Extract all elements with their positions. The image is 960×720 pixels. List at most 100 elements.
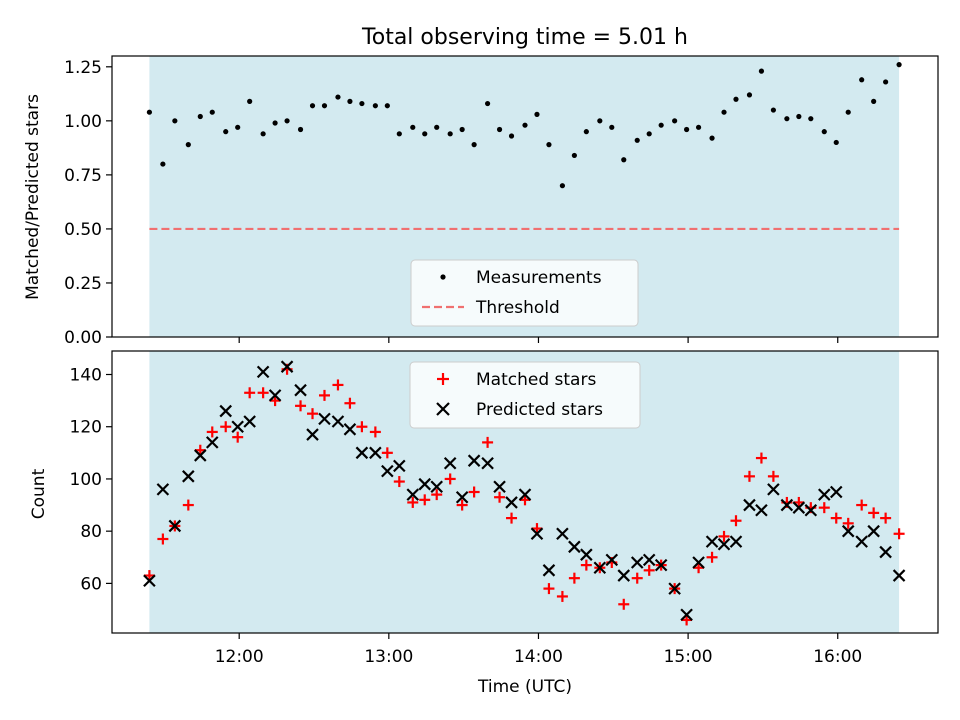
predicted-star-point [182, 470, 195, 483]
matched-star-point [307, 408, 319, 420]
measurement-point [845, 109, 851, 115]
predicted-star-point [804, 503, 818, 517]
predicted-star-point [455, 490, 469, 504]
matched-star-point [718, 530, 730, 542]
measurement-point [522, 122, 528, 128]
measurement-point [372, 103, 378, 109]
predicted-star-point [294, 383, 307, 397]
count-panel: 60 80 100 120 140 12:00 13:00 14:00 15:00 16:00 C… [29, 350, 939, 697]
y-tick-label: 0.50 [64, 220, 102, 240]
y-tick-label: 0.75 [64, 166, 102, 186]
matched-star-point [568, 572, 580, 584]
matched-star-point [381, 447, 393, 459]
measurement-point [321, 103, 328, 109]
matched-star-point [456, 499, 468, 511]
predicted-star-point [467, 454, 481, 467]
y-tick-label: 1.00 [64, 112, 102, 132]
y-tick-label: 0.25 [64, 274, 102, 294]
count-legend: Matched stars Predicted stars [409, 361, 641, 429]
predicted-star-point [680, 608, 693, 622]
matched-star-point [318, 389, 330, 401]
predicted-star-point [530, 527, 544, 541]
predicted-star-point [767, 483, 780, 496]
predicted-star-point [143, 574, 156, 588]
measurement-point [447, 131, 453, 137]
predicted-star-point [493, 480, 506, 494]
predicted-star-point [481, 456, 494, 470]
predicted-star-point [630, 556, 644, 569]
predicted-star-point [168, 519, 182, 533]
predicted-star-point [717, 537, 731, 551]
legend-measurements-label: Measurements [476, 268, 602, 288]
measurement-point [784, 116, 790, 122]
predicted-star-point [780, 498, 794, 512]
matched-star-point [580, 559, 592, 571]
predicted-star-point [642, 553, 656, 567]
matched-star-point [344, 397, 356, 409]
matched-star-point [506, 512, 518, 524]
predicted-star-point [668, 582, 681, 595]
measurement-point [733, 96, 739, 102]
predicted-star-point [518, 488, 532, 501]
predicted-star-point [243, 415, 256, 428]
predicted-star-point [855, 535, 868, 548]
predicted-star-point [743, 498, 756, 512]
predicted-star-point [331, 415, 345, 428]
measurement-point [583, 129, 589, 135]
predicted-star-point [343, 423, 357, 436]
measurement-point [646, 131, 652, 137]
matched-star-point [419, 494, 431, 506]
measurement-point [422, 131, 428, 137]
matched-star-point [232, 431, 244, 443]
measurement-point [758, 68, 765, 74]
measurement-point [634, 137, 640, 143]
predicted-star-point [205, 436, 219, 449]
predicted-star-point [443, 456, 457, 470]
predicted-star-point [505, 496, 518, 509]
x-tick-label: 14:00 [514, 647, 563, 667]
predicted-star-point [892, 569, 906, 582]
legend-threshold-label: Threshold [475, 298, 560, 318]
predicted-star-point [556, 527, 569, 541]
x-tick-label: 12:00 [215, 647, 264, 667]
measurement-point [833, 139, 839, 146]
measurement-point [260, 131, 266, 137]
measurement-point [496, 126, 503, 133]
matched-star-point [643, 564, 655, 576]
count-legend-box [409, 361, 641, 429]
matched-star-point [295, 400, 307, 412]
matched-star-point [468, 486, 480, 498]
measurement-point [808, 116, 814, 122]
measurement-point [546, 142, 552, 148]
y-tick-label: 60 [80, 574, 102, 594]
measurement-point [508, 133, 515, 139]
y-tick-label: 1.25 [64, 58, 102, 78]
predicted-star-point [418, 477, 432, 491]
x-axis-label: Time (UTC) [477, 677, 572, 697]
matched-star-point [830, 512, 842, 524]
measurement-point [223, 129, 229, 135]
y-tick-label: 140 [70, 366, 102, 386]
measurement-point [384, 103, 390, 109]
y-tick-label: 100 [70, 470, 102, 490]
measurement-point [396, 131, 402, 137]
predicted-star-point [318, 412, 331, 426]
measurement-point [410, 124, 416, 130]
predicted-star-point [381, 464, 394, 478]
predicted-star-point [268, 389, 282, 402]
y-tick-label: 120 [70, 418, 102, 438]
measurement-point [459, 126, 465, 133]
measurement-point [297, 126, 304, 133]
matched-star-point [356, 421, 368, 433]
legend-matched-marker [437, 373, 449, 385]
predicted-star-point [219, 404, 233, 418]
predicted-star-point [280, 360, 294, 373]
measurement-point [621, 157, 627, 163]
measurement-point [721, 109, 727, 115]
matched-star-point [393, 476, 405, 488]
measurement-point [335, 94, 341, 100]
matched-star-point [543, 583, 555, 595]
measurement-point [559, 183, 566, 189]
measurement-point [883, 79, 889, 85]
predicted-star-point [406, 488, 420, 501]
